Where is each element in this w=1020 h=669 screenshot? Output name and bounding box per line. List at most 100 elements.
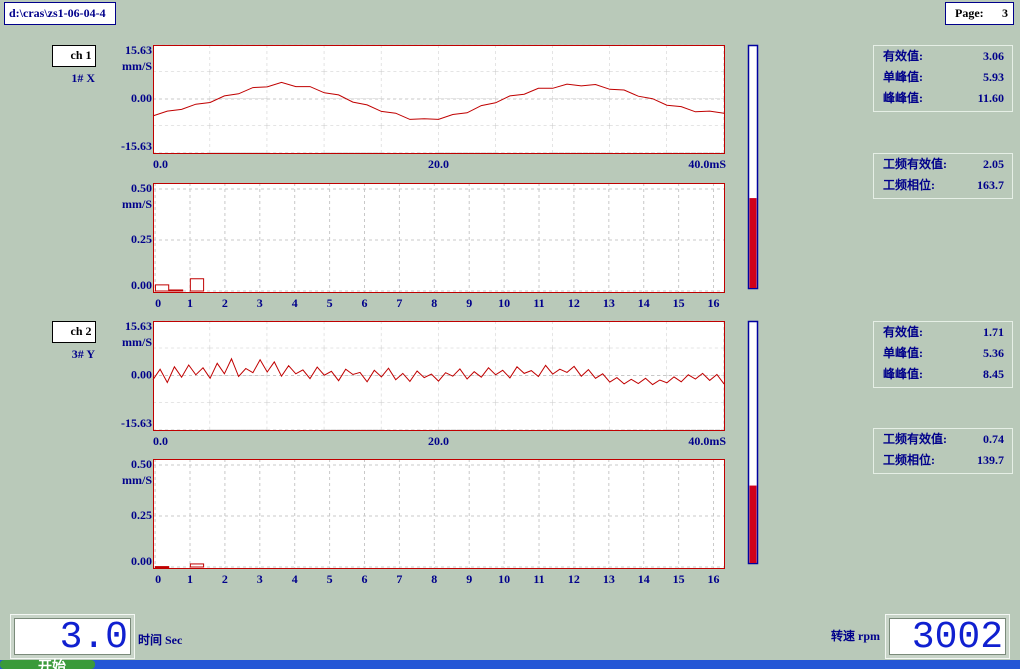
x-tick-label: 10 [498,572,510,586]
gauge-level [749,198,757,288]
waveform [152,81,725,120]
stat-label: 峰峰值: [883,90,923,105]
x-tick-label: 6 [362,296,368,310]
sensor-label: 1# X [71,71,95,85]
stats-panel [873,321,1013,388]
lcd-screen [889,618,1006,655]
y-axis-label: mm/S [122,59,152,73]
file-box [4,2,116,25]
stat-label: 工频有效值: [883,431,947,446]
x-tick-label: 8 [431,296,437,310]
stat-value: 139.7 [977,453,1004,467]
page-box [945,2,1014,25]
x-tick-label: 0.0 [153,434,168,448]
x-tick-label: 8 [431,572,437,586]
plot-border [153,321,725,431]
y-tick-label: 0.00 [131,367,152,381]
stat-label: 有效值: [883,324,923,339]
y-tick-label: 0.25 [131,508,152,522]
x-tick-label: 2 [222,572,228,586]
stat-value: 0.74 [983,432,1004,446]
x-tick-label: 13 [603,296,615,310]
x-tick-label: 4 [292,572,298,586]
y-tick-label: 0.25 [131,232,152,246]
stat-value: 1.71 [983,325,1004,339]
file-path: d:\cras\zs1-06-04-4 [9,6,106,20]
stat-label: 单峰值: [883,69,923,84]
stat-label: 峰峰值: [883,366,923,381]
spectrum-bar [154,566,170,569]
x-tick-label: 40.0mS [688,157,726,171]
x-tick-label: 16 [708,572,720,586]
gauge-frame [747,320,759,565]
plot-border [153,183,725,293]
x-tick-label: 16 [708,296,720,310]
stat-value: 2.05 [983,157,1004,171]
start-text[interactable]: 开始 [38,658,66,669]
y-tick-label: 15.63 [125,43,152,57]
y-axis-label: mm/S [122,197,152,211]
x-tick-label: 15 [673,296,685,310]
start-button[interactable] [0,660,95,669]
lcd-value: 3.0 [60,616,128,659]
y-tick-label: 0.00 [131,278,152,292]
x-tick-label: 0.0 [153,157,168,171]
x-tick-label: 0 [155,296,161,310]
stat-value: 5.93 [983,70,1004,84]
x-tick-label: 4 [292,296,298,310]
stat-label: 有效值: [883,48,923,63]
x-tick-label: 7 [396,296,402,310]
plot-border [153,459,725,569]
x-tick-label: 3 [257,572,263,586]
x-tick-label: 9 [466,296,472,310]
y-tick-label: 0.00 [131,554,152,568]
stat-value: 163.7 [977,178,1004,192]
sensor-label: 3# Y [72,347,96,361]
plot-area [153,183,725,293]
x-tick-label: 40.0mS [688,434,726,448]
x-tick-label: 20.0 [428,434,449,448]
y-tick-label: 0.50 [131,181,152,195]
y-tick-label: 15.63 [125,319,152,333]
gauge-level [749,485,757,563]
stat-value: 8.45 [983,367,1004,381]
stat-label: 单峰值: [883,345,923,360]
stat-value: 11.60 [978,91,1004,105]
channel-tag: ch 1 [71,48,92,62]
stats-panel [873,428,1013,474]
stat-label: 工频相位: [883,452,935,467]
time-label: 时间 Sec [138,632,183,647]
x-tick-label: 9 [466,572,472,586]
y-tick-label: -15.63 [121,416,152,430]
x-tick-label: 11 [533,572,544,586]
x-tick-label: 6 [362,572,368,586]
x-tick-label: 10 [498,296,510,310]
stat-value: 3.06 [983,49,1004,63]
gauge-frame [747,44,759,290]
x-tick-label: 1 [187,572,193,586]
y-axis-label: mm/S [122,335,152,349]
plot-area [153,459,725,569]
x-tick-label: 7 [396,572,402,586]
stats-panel [873,45,1013,112]
x-tick-label: 14 [638,296,650,310]
x-tick-label: 11 [533,296,544,310]
channel-tag: ch 2 [71,324,92,338]
lcd-value: 3002 [912,616,1003,659]
stat-value: 5.36 [983,346,1004,360]
spectrum-bar [168,289,184,292]
x-tick-label: 5 [327,572,333,586]
x-tick-label: 3 [257,296,263,310]
plot-border [153,45,725,154]
y-tick-label: 0.50 [131,457,152,471]
stat-label: 工频相位: [883,177,935,192]
stats-panel [873,153,1013,199]
x-tick-label: 1 [187,296,193,310]
x-tick-label: 15 [673,572,685,586]
page-label: Page: [955,6,984,20]
y-axis-label: mm/S [122,473,152,487]
x-tick-label: 12 [568,572,580,586]
channel-tag-box [52,321,96,343]
channel-tag-box [52,45,96,67]
